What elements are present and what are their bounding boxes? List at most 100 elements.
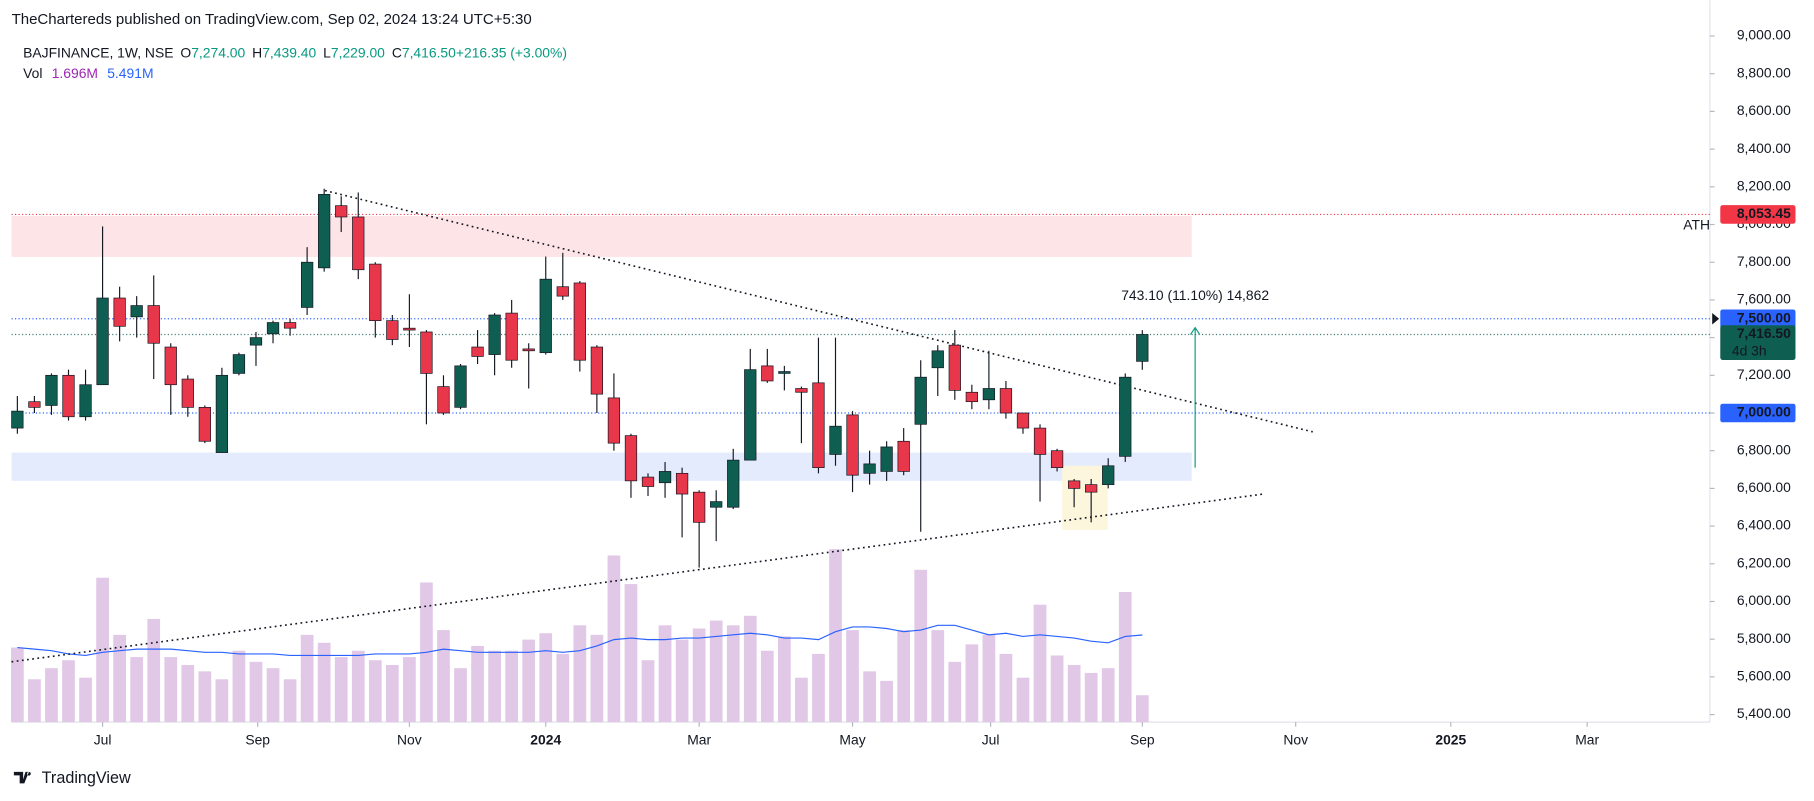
volume-bar: [658, 625, 672, 723]
candle-body: [403, 327, 416, 331]
volume-bar: [590, 634, 604, 723]
volume-bar: [198, 671, 212, 723]
legend-key: O: [180, 44, 191, 60]
measure-arrowhead: [1190, 326, 1201, 335]
price-label-box: [1720, 309, 1796, 329]
candle-body: [198, 406, 211, 442]
candle-body: [1136, 334, 1149, 362]
volume-bar: [249, 661, 263, 723]
volume-bar: [539, 633, 553, 723]
candle-body: [675, 472, 689, 495]
candle-body: [1102, 465, 1115, 485]
candle-body: [130, 305, 143, 318]
volume-bar: [829, 549, 842, 723]
volume-bar: [607, 555, 621, 723]
volume-bar: [863, 671, 876, 723]
volume-bar: [914, 569, 928, 723]
volume-bar: [1067, 664, 1081, 723]
legend-volume-value: 1.696M: [52, 65, 98, 81]
candle-body: [79, 384, 92, 418]
candle-body: [965, 391, 978, 403]
volume-bar: [573, 625, 587, 723]
candle-body: [369, 263, 382, 321]
candle-body: [300, 261, 314, 308]
candle-body: [28, 401, 41, 408]
y-tick-label: 6,000.00: [1737, 592, 1791, 608]
volume-bar: [130, 657, 144, 723]
x-tick-label: Mar: [687, 731, 711, 747]
candle-body: [556, 286, 569, 297]
candle-body: [283, 322, 297, 329]
volume-bar: [1016, 677, 1030, 723]
candle-body: [778, 371, 791, 374]
candle-body: [1085, 484, 1098, 493]
volume-bar: [368, 660, 382, 723]
footer-logo-text: TradingView: [42, 769, 131, 787]
volume-bar: [1033, 604, 1047, 723]
candle-body: [727, 459, 740, 508]
price-label: 7,500.00: [1737, 309, 1791, 325]
volume-bar: [1084, 672, 1098, 723]
volume-bar: [164, 657, 178, 723]
candle-body: [181, 378, 194, 408]
candle-body: [96, 297, 109, 386]
volume-bar: [334, 657, 348, 723]
candle-body: [266, 322, 280, 335]
price-label-box: [1720, 325, 1796, 360]
volume-bar: [454, 668, 467, 723]
volume-bar: [181, 664, 195, 723]
candle-body: [795, 388, 808, 393]
volume-bar: [846, 630, 859, 723]
candle-body: [812, 382, 825, 469]
volume-bar: [812, 653, 825, 723]
candle-body: [880, 446, 893, 472]
x-tick-label: Mar: [1575, 731, 1599, 747]
volume-bar: [45, 668, 58, 723]
legend-value: 7,229.00: [331, 44, 385, 60]
volume-bar: [11, 647, 24, 723]
volume-bar: [266, 668, 280, 723]
candle-body: [658, 471, 672, 484]
candle-body: [897, 440, 910, 472]
volume-ma-line: [17, 624, 1143, 657]
y-tick-label: 7,600.00: [1737, 291, 1791, 307]
volume-bar: [641, 660, 655, 723]
volume-bar: [880, 680, 893, 723]
volume-bar: [1101, 668, 1115, 723]
y-tick-label: 8,800.00: [1737, 64, 1791, 80]
volume-bar: [778, 636, 791, 723]
volume-bar: [283, 679, 297, 723]
candle-body: [1016, 412, 1030, 429]
y-tick-label: 7,200.00: [1737, 366, 1791, 382]
x-tick-label: 2024: [530, 731, 561, 747]
y-tick-label: 5,400.00: [1737, 705, 1791, 721]
candle-body: [11, 410, 24, 429]
volume-bar: [79, 677, 92, 723]
volume-bar: [471, 645, 484, 723]
volume-bar: [675, 639, 689, 723]
volume-bar: [1118, 592, 1132, 723]
volume-bar: [897, 630, 911, 723]
legend-line: BAJFINANCE, 1W, NSE O7,274.00 H7,439.40 L7,…: [23, 44, 567, 60]
y-tick-label: 6,800.00: [1737, 441, 1791, 457]
volume-bar: [28, 679, 41, 723]
zone: [1062, 465, 1108, 530]
price-label: 7,416.50: [1737, 325, 1791, 341]
candle-body: [232, 354, 246, 374]
y-tick-label: 5,600.00: [1737, 668, 1791, 684]
y-tick-label: 9,000.00: [1737, 27, 1791, 43]
candle-body: [641, 476, 655, 487]
volume-bar: [505, 650, 519, 723]
candle-body: [710, 501, 723, 508]
candle-body: [505, 312, 518, 361]
price-label-box: [1720, 205, 1796, 224]
volume-bar: [385, 664, 399, 723]
legend-value: +216.35 (+3.00%): [456, 44, 567, 60]
candle-body: [829, 425, 842, 455]
candle-body: [352, 216, 365, 271]
header: TheChartereds published on TradingView.c…: [12, 11, 532, 28]
candle-body: [761, 365, 774, 382]
zone: [11, 452, 1192, 481]
volume-bar: [982, 634, 996, 723]
